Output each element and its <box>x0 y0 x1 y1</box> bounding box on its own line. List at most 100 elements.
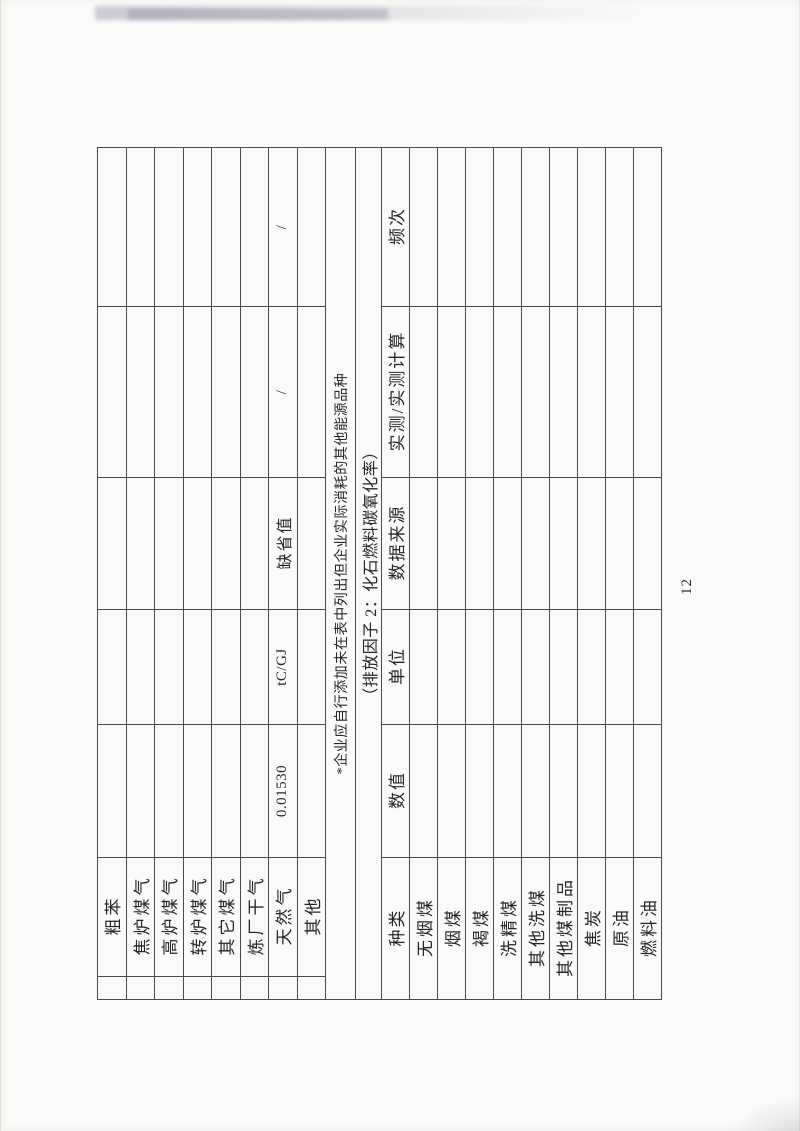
empty-cell <box>521 147 550 307</box>
frequency-cell <box>240 147 269 307</box>
empty-cell <box>633 306 662 478</box>
table-row: 高炉煤气 <box>154 147 183 1000</box>
unit-cell <box>154 609 183 725</box>
fuel-label-cell: 转炉煤气 <box>183 857 212 977</box>
fuel-label-cell: 焦炉煤气 <box>126 857 155 977</box>
source-cell <box>154 477 183 610</box>
fuel-label-cell: 洗精煤 <box>493 857 522 1000</box>
value-cell <box>297 724 326 858</box>
empty-cell <box>549 477 578 610</box>
table-row: 燃料油 <box>633 147 662 1000</box>
measured-cell <box>126 306 155 478</box>
unit-cell <box>240 609 269 725</box>
fuel-label-cell: 燃料油 <box>633 857 662 1000</box>
empty-cell <box>154 976 183 1000</box>
table-header-row: 种类 数值 单位 数据来源 实测/实测计算 频次 <box>381 147 410 1000</box>
empty-cell <box>409 477 438 610</box>
source-cell <box>240 477 269 610</box>
empty-cell <box>465 306 494 478</box>
empty-cell <box>605 609 634 725</box>
empty-cell <box>465 147 494 307</box>
empty-cell <box>437 477 466 610</box>
empty-cell <box>549 609 578 725</box>
unit-cell <box>297 609 326 725</box>
empty-cell <box>211 976 240 1000</box>
header-cell-value: 数值 <box>381 724 410 858</box>
ink-bleed-smudge <box>95 6 655 20</box>
empty-cell <box>605 306 634 478</box>
fuel-label-cell: 其他洗煤 <box>521 857 550 1000</box>
fuel-label-cell: 原油 <box>605 857 634 1000</box>
header-cell-type: 种类 <box>381 857 410 1000</box>
fuel-label-cell: 无烟煤 <box>409 857 438 1000</box>
fuel-label-cell: 天然气 <box>268 857 297 977</box>
empty-cell <box>409 147 438 307</box>
empty-cell <box>409 724 438 858</box>
frequency-cell <box>183 147 212 307</box>
empty-cell <box>605 724 634 858</box>
empty-cell <box>577 609 606 725</box>
section-heading-row: （排放因子 2：化石燃料碳氧化率） <box>355 147 382 1000</box>
table-row: 炼厂干气 <box>240 147 269 1000</box>
empty-cell <box>521 724 550 858</box>
table-row: 其他洗煤 <box>521 147 550 1000</box>
empty-cell <box>297 976 326 1000</box>
frequency-cell <box>211 147 240 307</box>
frequency-cell <box>154 147 183 307</box>
table1-footnote: *企业应自行添加未在表中列出但企业实际消耗的其他能源品种 <box>325 147 356 1000</box>
empty-cell <box>605 477 634 610</box>
table-row: 其他煤制品 <box>549 147 578 1000</box>
header-cell-unit: 单位 <box>381 609 410 725</box>
value-cell <box>154 724 183 858</box>
empty-cell <box>183 976 212 1000</box>
empty-cell <box>521 306 550 478</box>
empty-cell <box>465 477 494 610</box>
value-cell <box>126 724 155 858</box>
table-row: 其他 <box>297 147 326 1000</box>
section2-heading: （排放因子 2：化石燃料碳氧化率） <box>355 147 382 1000</box>
measured-cell <box>154 306 183 478</box>
empty-cell <box>577 147 606 307</box>
empty-cell <box>409 306 438 478</box>
value-cell <box>211 724 240 858</box>
empty-cell <box>521 609 550 725</box>
frequency-cell: / <box>268 147 297 307</box>
header-cell-source: 数据来源 <box>381 477 410 610</box>
empty-cell <box>493 147 522 307</box>
empty-cell <box>633 147 662 307</box>
empty-cell <box>605 147 634 307</box>
empty-cell <box>437 147 466 307</box>
fuel-label-cell: 粗苯 <box>97 857 126 977</box>
value-cell: 0.01530 <box>268 724 297 858</box>
source-cell <box>97 477 126 610</box>
fuel-label-cell: 其他煤制品 <box>549 857 578 1000</box>
table-row: 其它煤气 <box>211 147 240 1000</box>
page-number: 12 <box>679 578 695 595</box>
fuel-label-cell: 其他 <box>297 857 326 977</box>
empty-cell <box>493 609 522 725</box>
measured-cell <box>240 306 269 478</box>
table-row: 原油 <box>605 147 634 1000</box>
unit-cell <box>126 609 155 725</box>
empty-cell <box>437 724 466 858</box>
source-cell <box>183 477 212 610</box>
fuel-label-cell: 炼厂干气 <box>240 857 269 977</box>
empty-cell <box>521 477 550 610</box>
source-cell: 缺省值 <box>268 477 297 610</box>
page-corner-shadow <box>730 1097 800 1131</box>
value-cell <box>240 724 269 858</box>
empty-cell <box>549 724 578 858</box>
empty-cell <box>493 477 522 610</box>
unit-cell <box>97 609 126 725</box>
empty-cell <box>493 306 522 478</box>
footnote-row: *企业应自行添加未在表中列出但企业实际消耗的其他能源品种 <box>325 147 356 1000</box>
empty-cell <box>493 724 522 858</box>
fuel-label-cell: 褐煤 <box>465 857 494 1000</box>
empty-cell <box>97 976 126 1000</box>
empty-cell <box>240 976 269 1000</box>
table-row: 褐煤 <box>465 147 494 1000</box>
table-row: 转炉煤气 <box>183 147 212 1000</box>
table-row: 粗苯 <box>97 147 126 1000</box>
